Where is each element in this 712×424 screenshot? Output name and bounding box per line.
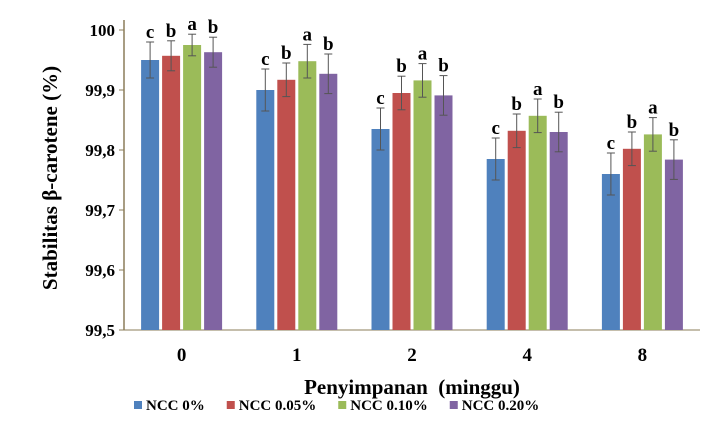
- bar: [204, 52, 223, 330]
- significance-label: c: [491, 118, 499, 139]
- y-tick-label: 99,8: [85, 141, 115, 160]
- bar: [141, 60, 160, 330]
- legend-swatch: [134, 401, 142, 409]
- legend: NCC 0% NCC 0.05% NCC 0.10% NCC 0.20%: [134, 398, 539, 414]
- bar: [601, 174, 620, 330]
- bar: [162, 55, 181, 331]
- significance-label: b: [208, 17, 219, 38]
- bar: [277, 79, 296, 330]
- y-tick-label: 99,5: [85, 321, 115, 340]
- significance-label: c: [261, 49, 269, 70]
- significance-label: a: [648, 98, 658, 119]
- y-tick-label: 100: [90, 21, 116, 40]
- y-axis-title: Stabilitas β-carotene (%): [38, 66, 62, 290]
- legend-label: NCC 0.20%: [462, 398, 540, 414]
- bar: [528, 115, 547, 330]
- x-tick-label: 8: [638, 345, 648, 366]
- bar: [486, 159, 505, 330]
- y-tick-label: 99,7: [85, 201, 115, 220]
- y-tick-label: 99,6: [85, 261, 115, 280]
- significance-label: a: [303, 24, 313, 45]
- bar: [371, 129, 390, 330]
- legend-swatch: [338, 401, 347, 409]
- bar: [256, 90, 275, 330]
- bar: [319, 73, 338, 331]
- significance-label: a: [533, 79, 543, 100]
- significance-label: b: [281, 43, 292, 64]
- x-tick-label: 1: [292, 345, 302, 366]
- significance-label: b: [627, 112, 638, 133]
- x-axis-title: Penyimpanan (minggu): [304, 375, 520, 399]
- legend-label: NCC 0.10%: [350, 398, 428, 414]
- x-tick-label: 0: [177, 345, 187, 366]
- legend-label: NCC 0%: [146, 398, 205, 414]
- bar: [622, 148, 641, 330]
- bar: [549, 132, 568, 330]
- y-tick-label: 99,9: [85, 81, 115, 100]
- x-tick-label: 2: [407, 345, 417, 366]
- significance-label: b: [166, 21, 177, 42]
- significance-label: b: [511, 94, 522, 115]
- x-tick-label: 4: [522, 345, 532, 366]
- legend-swatch: [449, 401, 458, 409]
- significance-label: a: [418, 44, 428, 65]
- legend-swatch: [226, 401, 235, 409]
- bar: [507, 130, 526, 330]
- significance-label: c: [146, 22, 154, 43]
- bar: [298, 61, 317, 330]
- significance-label: b: [553, 92, 564, 113]
- legend-label: NCC 0.05%: [239, 398, 317, 414]
- bar: [664, 159, 683, 330]
- significance-label: b: [438, 56, 449, 77]
- bar: [183, 45, 202, 330]
- significance-label: b: [669, 120, 680, 141]
- bar: [392, 93, 411, 330]
- bar: [434, 95, 453, 331]
- significance-label: b: [323, 34, 334, 55]
- significance-label: c: [607, 133, 615, 154]
- significance-label: b: [396, 56, 407, 77]
- bar: [643, 134, 662, 330]
- bar: [413, 80, 432, 331]
- significance-label: c: [376, 88, 384, 109]
- significance-label: a: [187, 14, 197, 35]
